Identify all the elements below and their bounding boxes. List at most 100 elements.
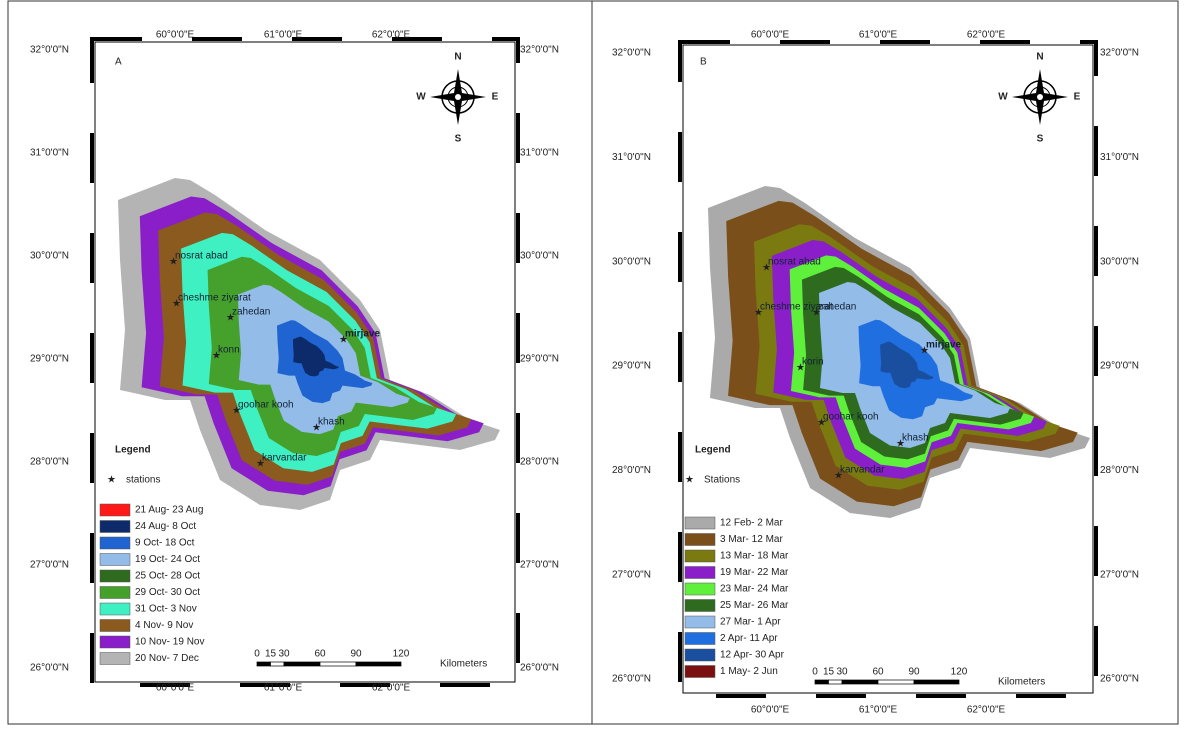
latitude-label: 28°0'0"N [1100,465,1139,476]
longitude-label: 60°0'0"E [751,705,790,716]
legend-swatch [100,570,130,582]
legend-title: Legend [115,445,151,456]
scale-segment [356,662,401,666]
scale-tick: 120 [951,667,968,678]
station-name: zahedan [818,302,856,313]
compass-letter: E [1074,92,1081,103]
latitude-label: 32°0'0"N [1100,48,1139,59]
legend-station-marker: ★ [107,475,116,486]
legend-swatch [100,587,130,599]
scale-segment [284,662,320,666]
scale-segment [842,680,878,684]
legend-label: 12 Apr- 30 Apr [720,650,785,661]
legend-swatch [685,633,715,645]
legend-swatch [685,649,715,661]
longitude-label: 62°0'0"E [372,30,411,41]
legend-swatch [100,636,130,648]
legend-label: 9 Oct- 18 Oct [135,538,195,549]
legend-label: 27 Mar- 1 Apr [720,617,781,628]
latitude-label: 30°0'0"N [612,256,651,267]
scale-tick: 60 [314,649,326,660]
longitude-label: 62°0'0"E [967,705,1006,716]
latitude-label: 26°0'0"N [30,663,69,674]
compass-center [455,94,461,100]
station-name: khash [902,433,929,444]
longitude-label: 61°0'0"E [859,30,898,41]
legend-swatch [685,534,715,546]
legend-swatch [100,653,130,665]
legend-swatch [685,616,715,628]
legend-label: 19 Mar- 22 Mar [720,567,789,578]
station-name: mirjave [926,340,961,351]
latitude-label: 27°0'0"N [30,560,69,571]
scale-segment [257,662,271,666]
longitude-label: 60°0'0"E [156,30,195,41]
scale-tick: 15 [265,649,277,660]
scale-unit: Kilometers [440,659,487,670]
station-name: karvandar [262,453,307,464]
compass-center [1037,94,1043,100]
station-name: goohar kooh [238,400,294,411]
latitude-label: 31°0'0"N [520,148,559,159]
compass-letter: N [454,52,461,63]
latitude-label: 31°0'0"N [1100,152,1139,163]
longitude-label: 61°0'0"E [264,30,303,41]
legend-label: 13 Mar- 18 Mar [720,551,789,562]
latitude-label: 26°0'0"N [1100,674,1139,685]
legend-stations-label: Stations [704,475,740,486]
legend-label: 1 May- 2 Jun [720,666,778,677]
legend-swatch [685,517,715,529]
legend-label: 12 Feb- 2 Mar [720,518,783,529]
station-name: cheshme ziyarat [178,293,251,304]
legend-label: 31 Oct- 3 Nov [135,604,197,615]
legend-label: 10 Nov- 19 Nov [135,637,204,648]
scale-segment [829,680,843,684]
station-name: nosrat abad [768,257,821,268]
latitude-label: 28°0'0"N [30,457,69,468]
station-name: konn [218,345,240,356]
latitude-label: 29°0'0"N [612,361,651,372]
legend-label: 21 Aug- 23 Aug [135,505,203,516]
station-name: khash [318,417,345,428]
figure: A 60°0'0"E 60°0'0"E 61°0'0"E 61°0'0"E 62°0'0"… [0,0,1184,725]
map-panel: A60°0'0"E60°0'0"E61°0'0"E61°0'0"E62°0'0"… [30,30,559,694]
latitude-label: 29°0'0"N [30,354,69,365]
latitude-label: 30°0'0"N [520,251,559,262]
station-name: mirjave [345,329,380,340]
scale-tick: 90 [350,649,362,660]
scale-tick: 15 [823,667,835,678]
panel-label: A [115,57,122,68]
latitude-label: 31°0'0"N [30,148,69,159]
scale-tick: 30 [278,649,290,660]
legend-label: 25 Oct- 28 Oct [135,571,200,582]
latitude-label: 29°0'0"N [1100,361,1139,372]
legend-label: 19 Oct- 24 Oct [135,554,200,565]
latitude-label: 26°0'0"N [612,674,651,685]
scale-unit: Kilometers [998,677,1045,688]
panel-label: B [700,57,707,68]
station-name: korin [802,357,824,368]
legend-swatch [685,600,715,612]
latitude-label: 30°0'0"N [30,251,69,262]
legend-label: 2 Apr- 11 Apr [720,633,778,644]
scale-segment [878,680,914,684]
compass-letter: N [1036,52,1043,63]
longitude-label: 62°0'0"E [967,30,1006,41]
latitude-label: 27°0'0"N [1100,569,1139,580]
latitude-label: 27°0'0"N [612,569,651,580]
legend-label: 29 Oct- 30 Oct [135,587,200,598]
legend-station-marker: ★ [685,475,694,486]
longitude-label: 60°0'0"E [156,683,195,694]
legend-label: 24 Aug- 8 Oct [135,521,196,532]
legend-swatch [100,521,130,533]
legend-label: 20 Nov- 7 Dec [135,653,199,664]
latitude-label: 30°0'0"N [1100,256,1139,267]
legend-stations-label: stations [126,475,160,486]
station-name: nosrat abad [175,251,228,262]
map-panel: B60°0'0"E60°0'0"E61°0'0"E61°0'0"E62°0'0"… [612,30,1139,716]
legend-label: 4 Nov- 9 Nov [135,620,193,631]
legend-label: 3 Mar- 12 Mar [720,534,783,545]
latitude-label: 32°0'0"N [520,45,559,56]
latitude-label: 29°0'0"N [520,354,559,365]
legend-title: Legend [695,445,731,456]
